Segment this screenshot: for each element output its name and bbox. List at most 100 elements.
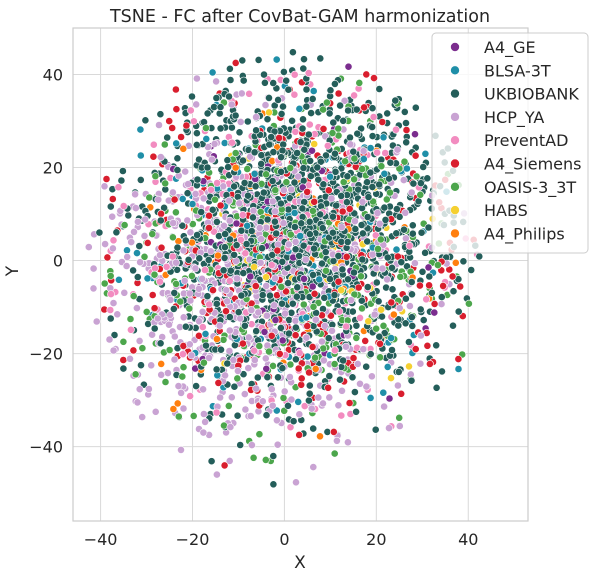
scatter-point xyxy=(203,292,212,301)
scatter-point xyxy=(324,383,332,392)
scatter-point xyxy=(170,332,179,341)
scatter-point xyxy=(454,365,463,373)
scatter-point xyxy=(439,281,447,290)
scatter-point xyxy=(220,461,229,470)
scatter-point xyxy=(344,62,353,71)
legend-label: UKBIOBANK xyxy=(484,85,579,104)
scatter-point xyxy=(295,251,303,260)
scatter-point xyxy=(140,231,149,240)
scatter-point xyxy=(113,310,122,319)
scatter-point xyxy=(430,299,439,308)
scatter-point xyxy=(459,257,468,266)
x-tick-label: −40 xyxy=(84,530,118,549)
scatter-point xyxy=(226,423,235,431)
scatter-point xyxy=(106,271,115,280)
x-axis-ticks: −40 −20 0 20 40 xyxy=(84,530,479,549)
scatter-point xyxy=(407,313,416,322)
scatter-point xyxy=(370,74,378,82)
scatter-point xyxy=(183,189,192,198)
scatter-point xyxy=(177,445,185,454)
scatter-point xyxy=(330,80,339,88)
scatter-point xyxy=(165,346,174,354)
scatter-point xyxy=(374,244,382,253)
scatter-point xyxy=(202,341,210,350)
scatter-point xyxy=(380,169,389,178)
scatter-point xyxy=(191,264,200,273)
scatter-point xyxy=(220,243,229,252)
scatter-point xyxy=(284,205,293,214)
scatter-point xyxy=(220,221,228,230)
scatter-point xyxy=(425,359,434,368)
scatter-point xyxy=(271,274,279,283)
scatter-point xyxy=(269,148,278,156)
scatter-point xyxy=(237,226,246,235)
scatter-point xyxy=(378,264,387,273)
scatter-point xyxy=(225,196,233,205)
scatter-point xyxy=(285,329,293,338)
scatter-point xyxy=(187,351,196,360)
scatter-point xyxy=(249,206,258,215)
scatter-point xyxy=(294,172,302,181)
scatter-point xyxy=(307,404,316,413)
scatter-point xyxy=(383,362,392,371)
scatter-point xyxy=(396,272,405,281)
scatter-point xyxy=(363,283,372,291)
scatter-point xyxy=(267,385,276,394)
scatter-point xyxy=(350,290,359,299)
scatter-point xyxy=(225,216,234,225)
scatter-point xyxy=(373,209,382,217)
scatter-point xyxy=(236,118,245,126)
scatter-point xyxy=(303,187,312,196)
scatter-point xyxy=(225,276,234,285)
scatter-point xyxy=(322,266,330,275)
scatter-point xyxy=(168,252,177,261)
scatter-point xyxy=(208,205,217,214)
scatter-point xyxy=(136,175,145,184)
scatter-point xyxy=(339,356,347,365)
scatter-point xyxy=(295,349,304,357)
scatter-point xyxy=(375,219,384,228)
scatter-point xyxy=(247,227,256,235)
scatter-point xyxy=(237,291,246,300)
legend-label: A4_Siemens xyxy=(484,155,581,175)
scatter-point xyxy=(430,308,439,317)
scatter-point xyxy=(203,163,212,172)
scatter-point xyxy=(416,331,425,340)
scatter-point xyxy=(369,113,378,121)
legend-label: HCP_YA xyxy=(484,108,544,128)
scatter-point xyxy=(168,124,177,132)
scatter-point xyxy=(177,388,185,397)
scatter-point xyxy=(425,281,433,290)
scatter-point xyxy=(178,372,187,381)
scatter-point xyxy=(127,238,136,246)
scatter-point xyxy=(170,355,179,364)
scatter-point xyxy=(397,389,406,398)
scatter-point xyxy=(148,291,157,299)
scatter-point xyxy=(207,155,216,164)
scatter-point xyxy=(208,68,217,77)
scatter-point xyxy=(336,375,344,384)
scatter-point xyxy=(143,238,152,247)
scatter-point xyxy=(220,421,228,430)
scatter-point xyxy=(299,241,308,250)
scatter-point xyxy=(337,164,346,173)
scatter-point xyxy=(309,270,317,279)
scatter-point xyxy=(265,347,273,356)
scatter-point xyxy=(271,316,280,324)
scatter-point xyxy=(259,188,268,197)
scatter-point xyxy=(324,334,333,343)
scatter-point xyxy=(288,116,296,125)
scatter-points xyxy=(84,48,484,489)
scatter-point xyxy=(303,322,312,330)
scatter-point xyxy=(166,310,174,319)
scatter-point xyxy=(230,182,238,191)
scatter-point xyxy=(332,201,341,210)
scatter-point xyxy=(295,430,304,439)
scatter-point xyxy=(89,264,98,273)
scatter-point xyxy=(355,79,364,87)
scatter-point xyxy=(296,232,305,240)
scatter-point xyxy=(363,213,372,221)
scatter-point xyxy=(380,329,389,337)
scatter-point xyxy=(186,296,195,305)
scatter-point xyxy=(173,166,182,174)
